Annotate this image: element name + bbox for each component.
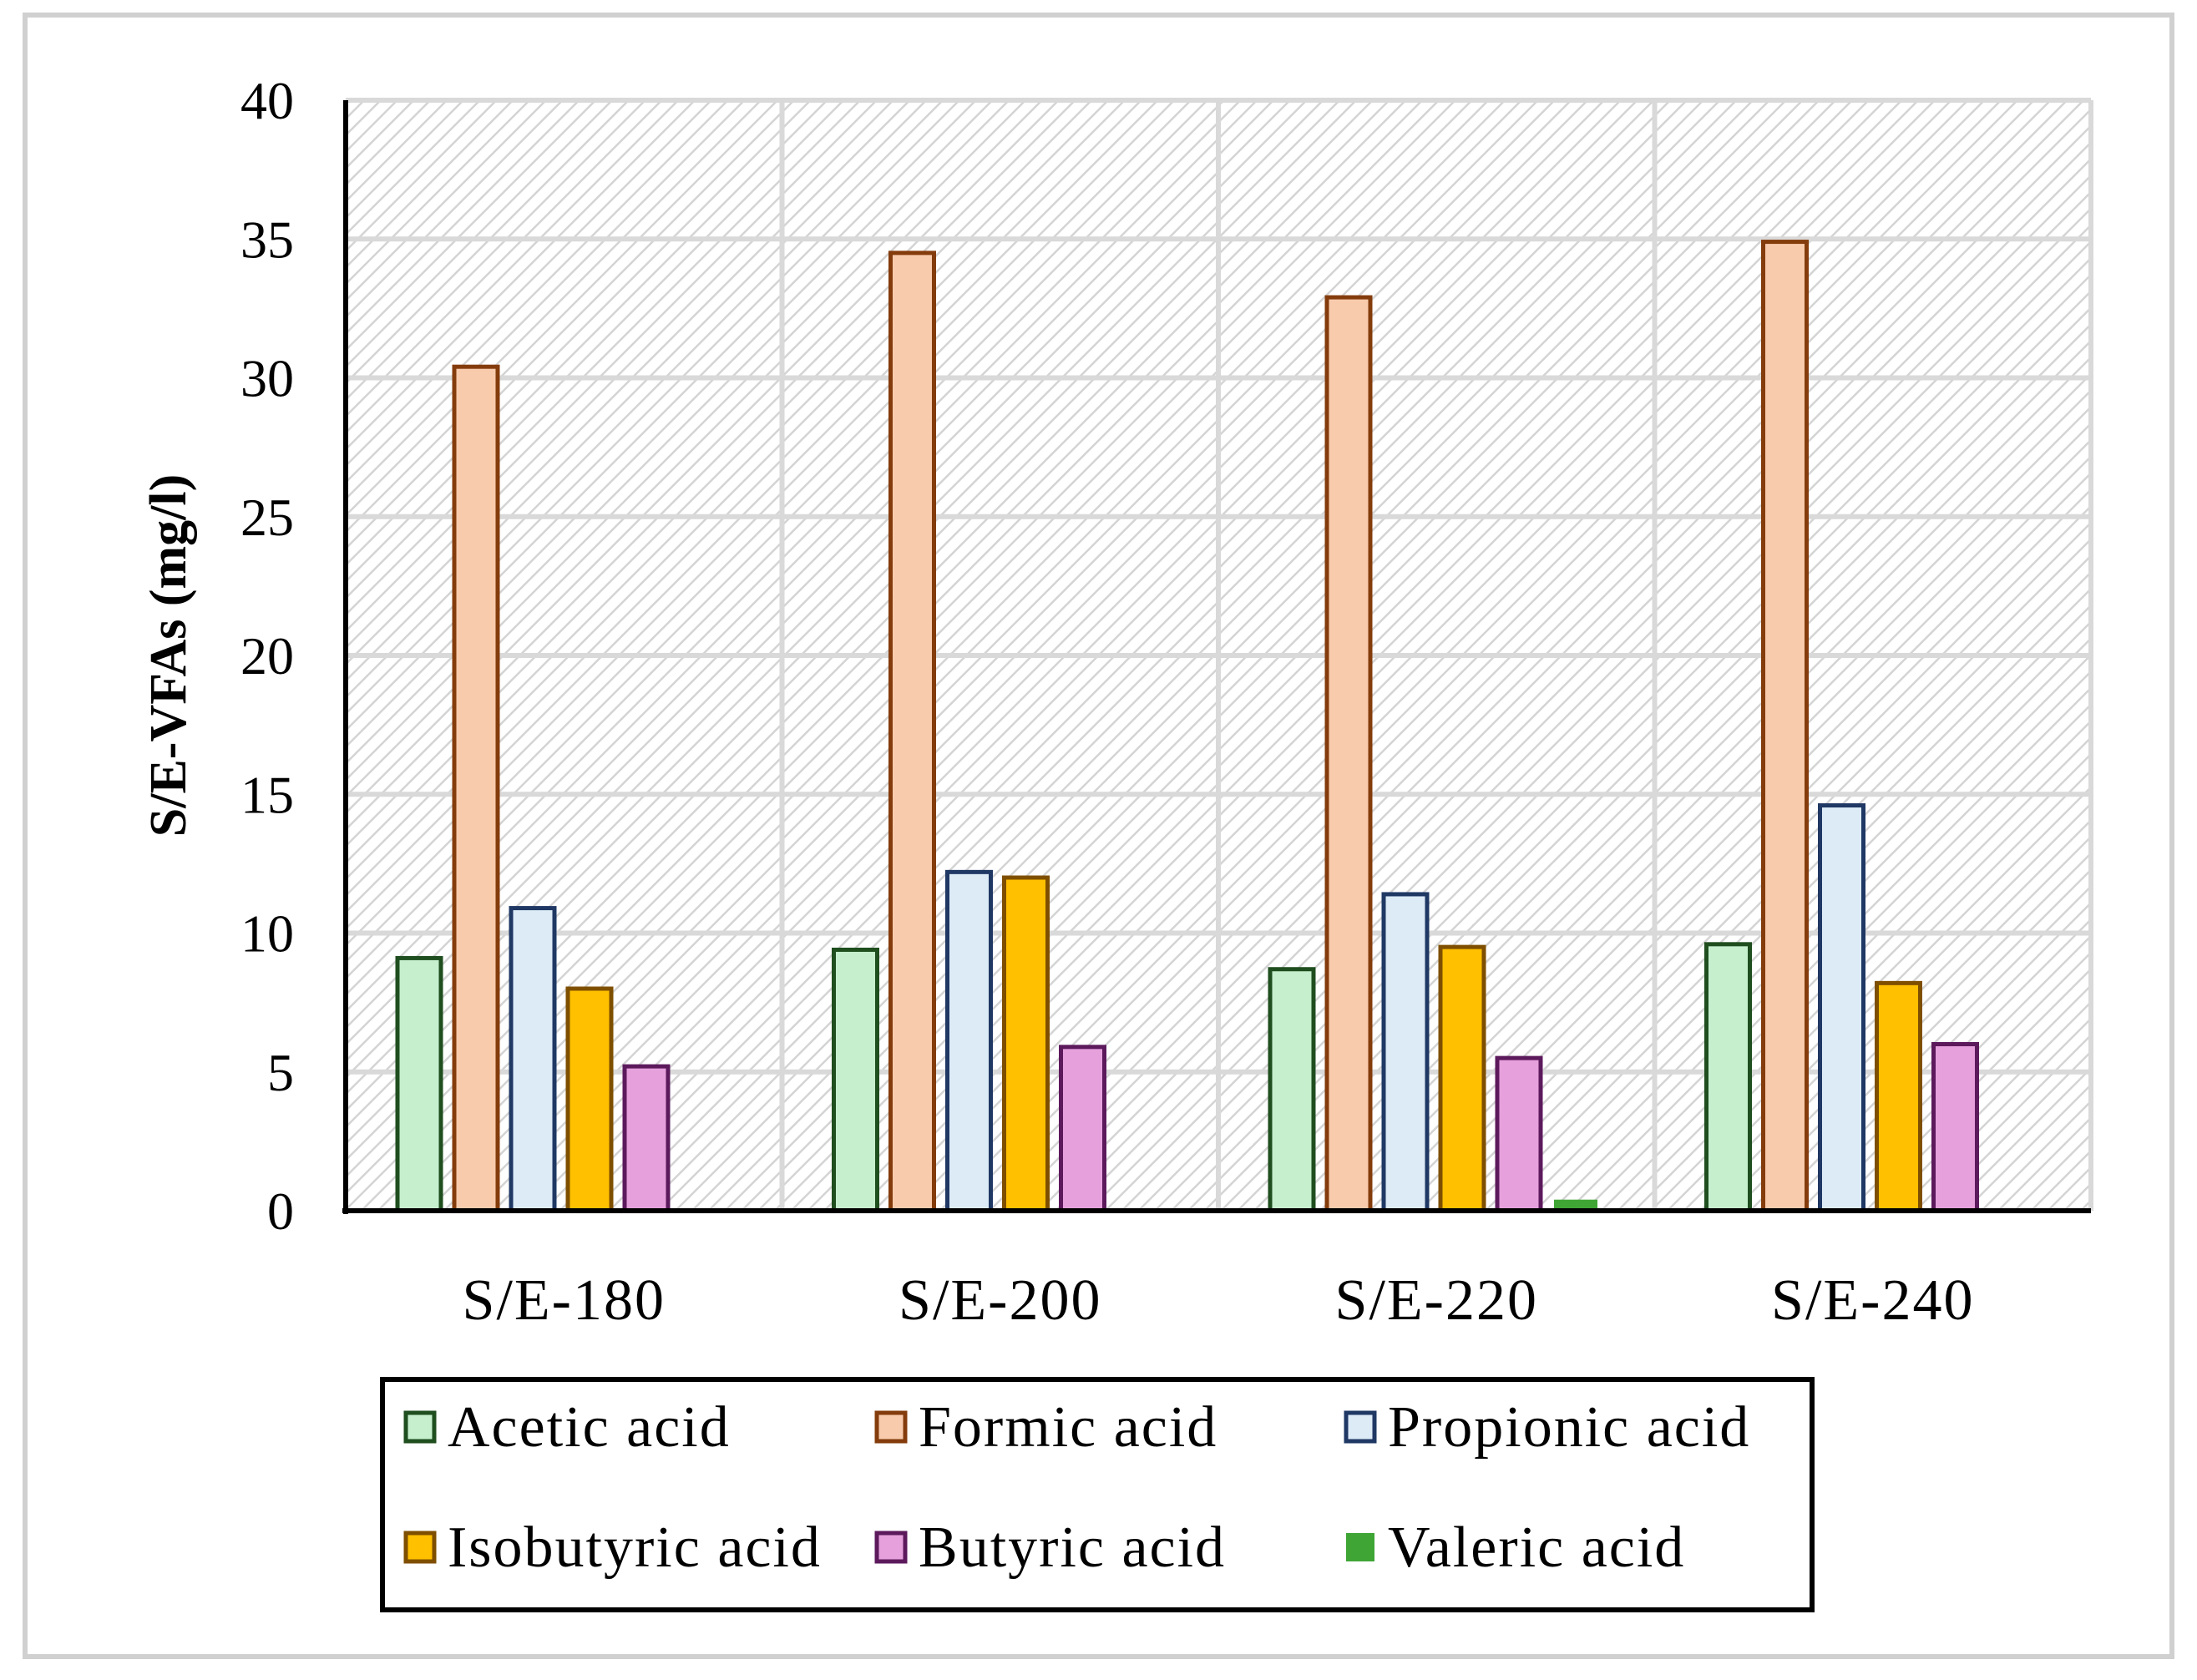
y-tick-label: 15 [240, 765, 294, 824]
bar-propionic-acid-s-e-240 [1818, 803, 1865, 1213]
bar-propionic-acid-s-e-220 [1381, 892, 1430, 1213]
y-tick-label: 40 [240, 71, 294, 130]
y-tick-label: 10 [240, 904, 294, 964]
bar-acetic-acid-s-e-180 [395, 955, 443, 1213]
axes [342, 100, 2091, 1214]
legend: Acetic acid Formic acid Propionic acid Isob… [380, 1377, 1815, 1612]
bar-isobutyric-acid-s-e-220 [1438, 944, 1486, 1213]
bar-formic-acid-s-e-180 [452, 364, 500, 1213]
bar-butyric-acid-s-e-240 [1931, 1042, 1979, 1213]
legend-box [380, 1377, 1815, 1612]
y-tick-label: 20 [240, 626, 294, 686]
legend-label-acetic-acid: Acetic acid [448, 1395, 731, 1460]
y-tick-label: 5 [267, 1043, 294, 1102]
bar-isobutyric-acid-s-e-180 [565, 986, 614, 1213]
legend-items: Acetic acid Formic acid Propionic acid Isob… [403, 1395, 1750, 1580]
legend-label-formic-acid: Formic acid [919, 1395, 1217, 1460]
legend-swatch-propionic-acid [1344, 1410, 1377, 1444]
category-labels: S/E-180 S/E-200 S/E-220 S/E-240 [463, 1268, 1974, 1333]
y-axis-label: S/E-VFAs (mg/l) [140, 474, 197, 837]
bar-formic-acid-s-e-200 [888, 250, 936, 1213]
legend-label-butyric-acid: Butyric acid [919, 1516, 1226, 1580]
bar-acetic-acid-s-e-240 [1704, 942, 1752, 1213]
category-label: S/E-180 [463, 1268, 666, 1333]
bar-propionic-acid-s-e-180 [509, 906, 557, 1213]
legend-label-propionic-acid: Propionic acid [1388, 1395, 1750, 1460]
bar-formic-acid-s-e-220 [1324, 295, 1373, 1213]
y-tick-label: 25 [240, 488, 294, 547]
bar-valeric-acid-s-e-220 [1554, 1199, 1597, 1211]
bar-butyric-acid-s-e-200 [1059, 1045, 1106, 1213]
y-tick-label: 0 [267, 1182, 294, 1241]
category-label: S/E-240 [1771, 1268, 1974, 1333]
bar-butyric-acid-s-e-220 [1495, 1055, 1543, 1213]
y-tick-label: 35 [240, 210, 294, 269]
legend-swatch-acetic-acid [403, 1410, 437, 1444]
category-label: S/E-200 [899, 1268, 1101, 1333]
legend-swatch-valeric-acid [1346, 1533, 1374, 1561]
legend-label-valeric-acid: Valeric acid [1388, 1516, 1685, 1580]
y-tick-label: 30 [240, 349, 294, 408]
legend-swatch-isobutyric-acid [403, 1531, 437, 1564]
legend-swatch-butyric-acid [874, 1531, 908, 1564]
bar-propionic-acid-s-e-200 [945, 869, 993, 1213]
legend-swatch-formic-acid [874, 1410, 908, 1444]
bars [395, 240, 1979, 1213]
bar-isobutyric-acid-s-e-200 [1002, 875, 1050, 1213]
bar-acetic-acid-s-e-220 [1268, 967, 1316, 1213]
bar-acetic-acid-s-e-200 [832, 947, 879, 1213]
bar-isobutyric-acid-s-e-240 [1875, 980, 1922, 1213]
y-tick-labels: 0 5 10 15 20 25 30 35 40 [240, 71, 294, 1241]
legend-label-isobutyric-acid: Isobutyric acid [448, 1516, 822, 1580]
category-label: S/E-220 [1335, 1268, 1538, 1333]
bar-formic-acid-s-e-240 [1761, 240, 1809, 1213]
bar-butyric-acid-s-e-180 [622, 1064, 671, 1213]
